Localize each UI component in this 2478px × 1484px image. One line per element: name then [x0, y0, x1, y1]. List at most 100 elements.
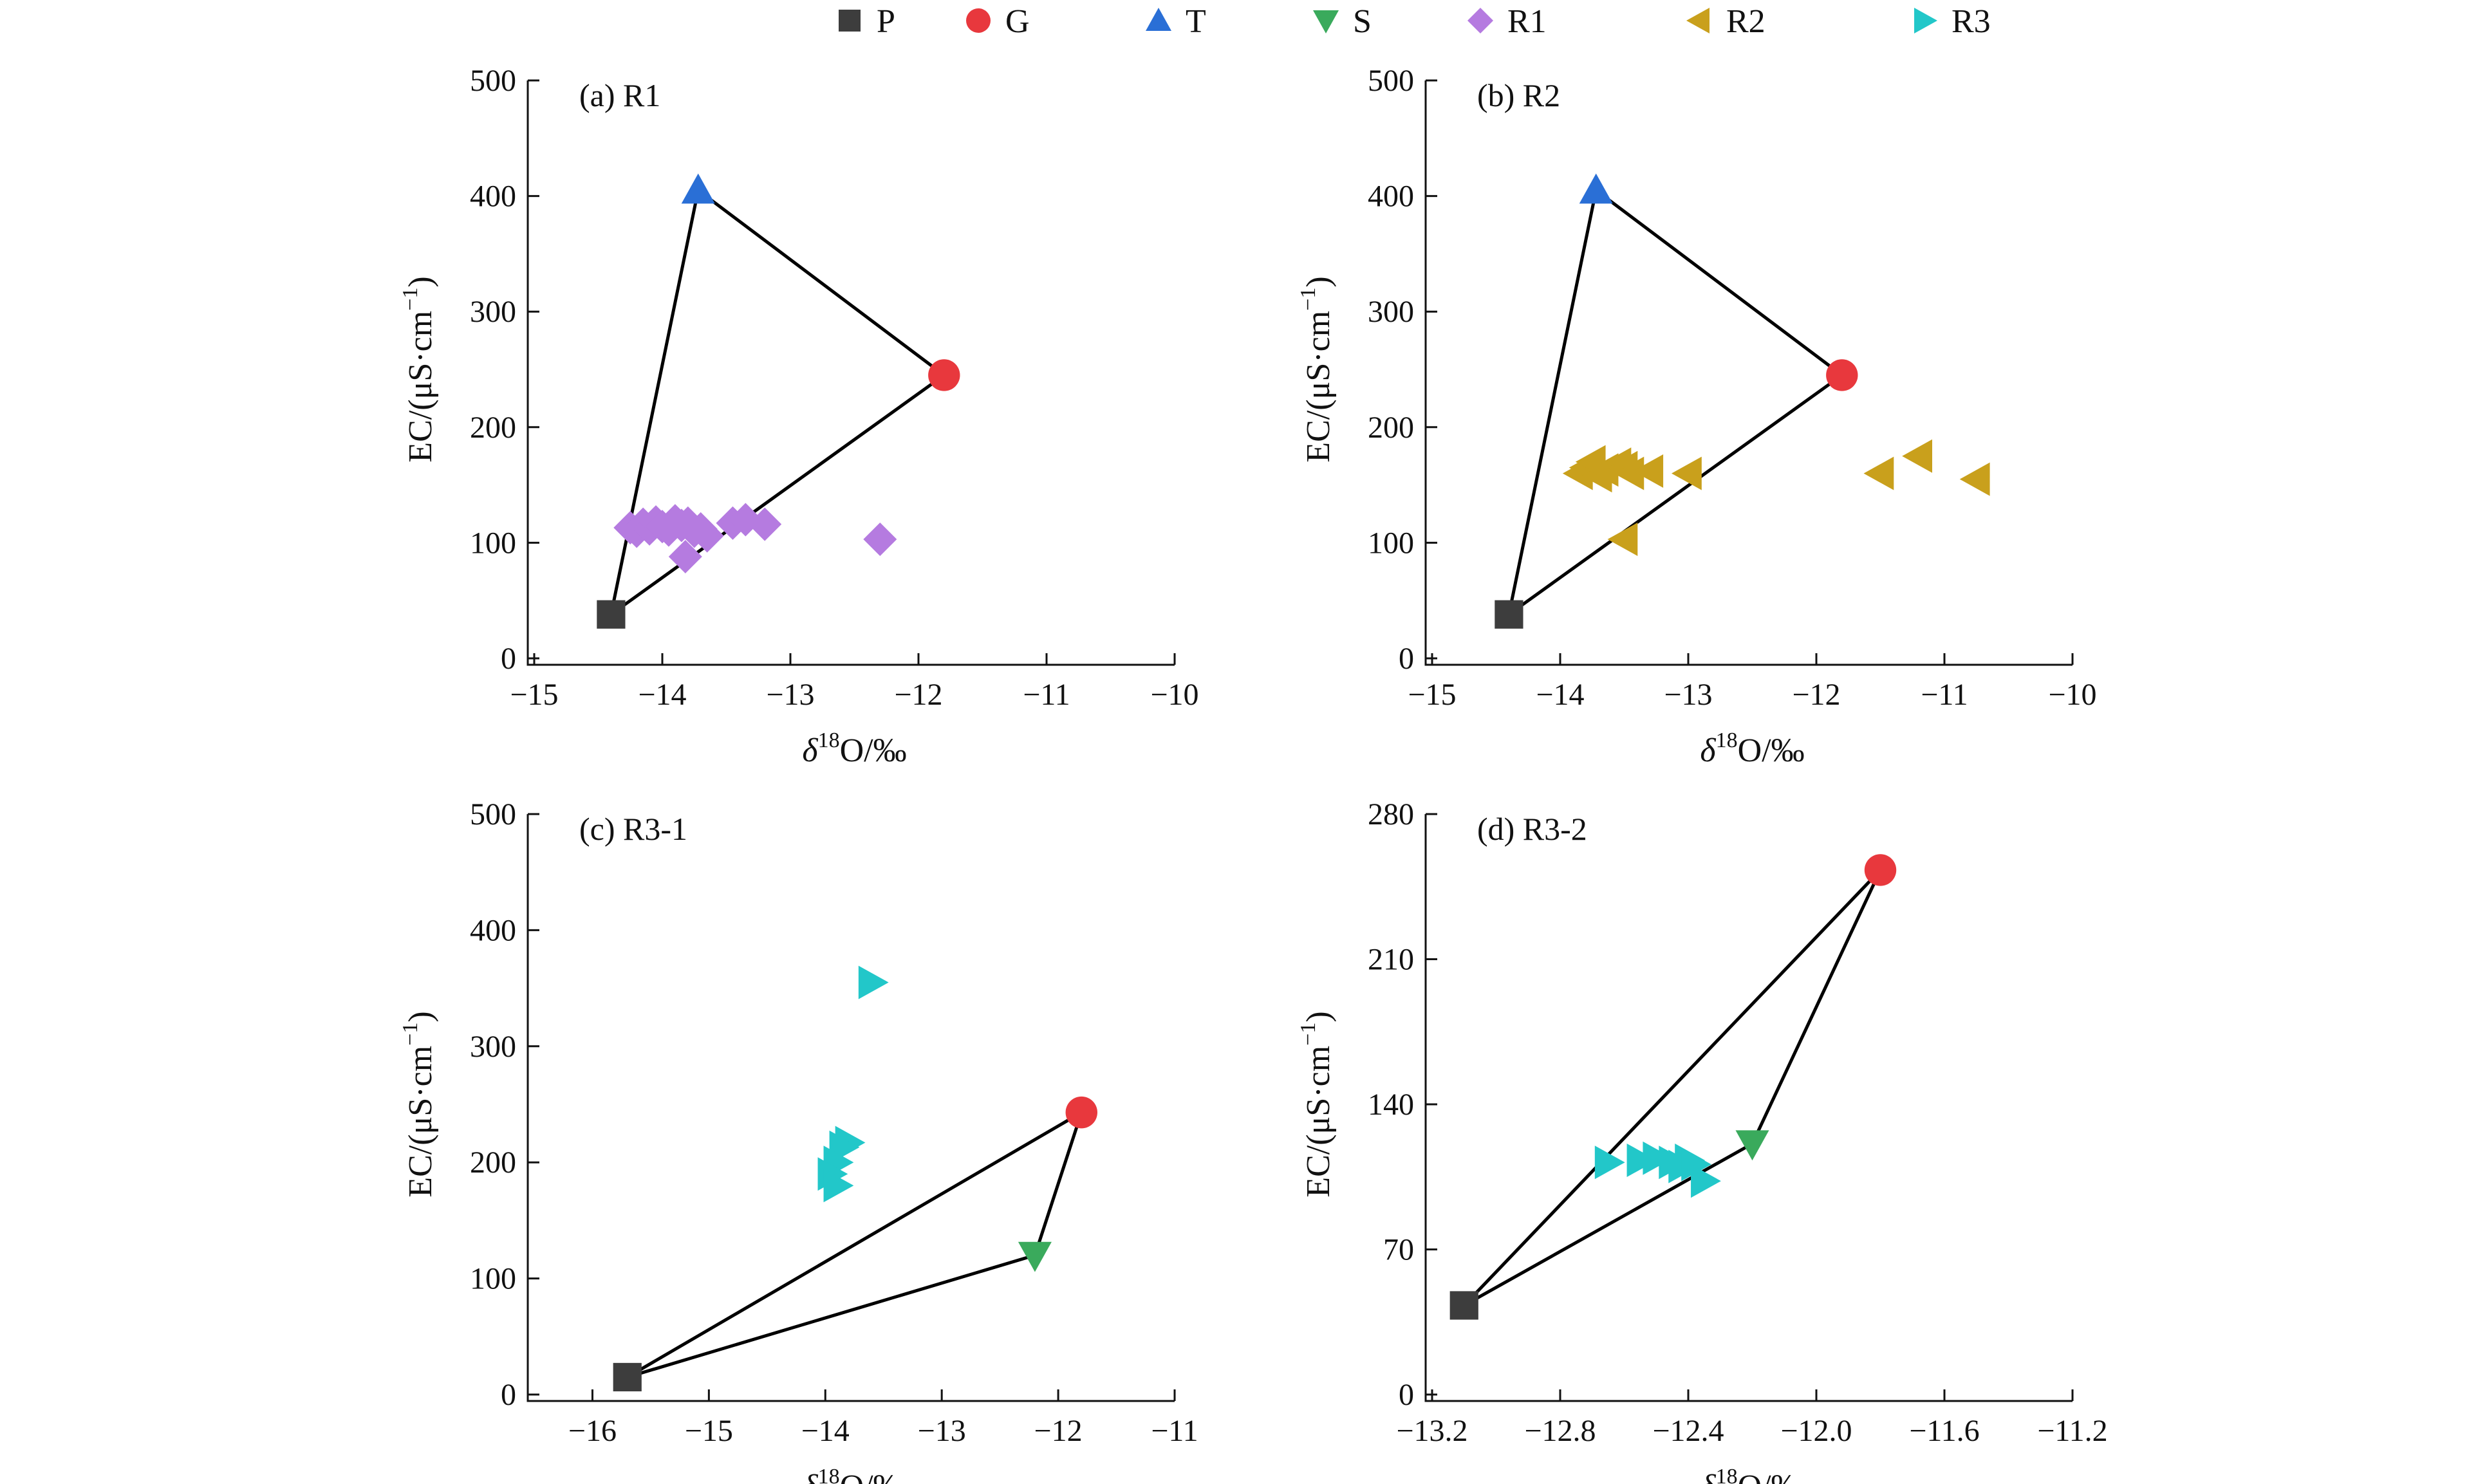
y-tick-label: 300	[470, 295, 516, 329]
y-tick-label: 200	[470, 1145, 516, 1180]
series-r1	[613, 503, 897, 573]
y-tick-label: 100	[470, 526, 516, 560]
point-t	[1579, 173, 1613, 204]
x-tick-label: −13	[766, 678, 814, 712]
y-axis-title: EC/(μS·cm−1)	[1296, 276, 1337, 462]
x-tick-label: −12.0	[1780, 1414, 1852, 1448]
series-r3	[817, 965, 889, 1203]
point-r2	[1672, 456, 1702, 490]
panel-c: 0 100 200 300 400 500 −16 −15 −14 −13 −12 −11 δ18O/‰…	[398, 797, 1198, 1484]
point-p	[597, 600, 626, 629]
x-tick-label: −11	[1023, 678, 1070, 712]
x-tick-label: −13.2	[1396, 1414, 1467, 1448]
y-tick-label: 400	[470, 180, 516, 214]
point-r1	[690, 519, 724, 553]
legend-item-r3: R3	[1914, 3, 1991, 40]
legend-item-r2: R2	[1686, 3, 1765, 40]
panel-label: (b) R2	[1477, 77, 1560, 113]
x-tick-label: −12	[1034, 1414, 1083, 1448]
axes-frame	[526, 814, 1175, 1402]
legend-item-r1: R1	[1467, 3, 1547, 40]
point-r3	[1594, 1145, 1625, 1180]
mixing-polygon	[1507, 187, 1845, 616]
mixing-polygon	[626, 1109, 1085, 1379]
legend-marker-r2	[1686, 8, 1709, 33]
x-axis-title: δ18O/‰	[1700, 728, 1804, 769]
x-tick-label: −10	[1150, 678, 1198, 712]
x-tick-label: −15	[510, 678, 558, 712]
panel-d: 0 70 140 210 280 −13.2 −12.8 −12.4 −12.0 −11.6 −11…	[1296, 797, 2108, 1484]
legend-marker-s	[1313, 10, 1339, 33]
legend-item-t: T	[1146, 3, 1206, 40]
axes-frame	[1424, 814, 2073, 1402]
mixing-polygon	[609, 187, 947, 616]
legend-marker-g	[966, 8, 991, 33]
y-tick-label: 280	[1368, 797, 1414, 831]
x-axis-title: δ18O/‰	[1700, 1465, 1804, 1484]
y-tick-label: 210	[1368, 943, 1414, 977]
series-p	[1495, 600, 1523, 629]
legend-label: S	[1353, 3, 1372, 40]
x-tick-label: −12.8	[1524, 1414, 1596, 1448]
series-g	[1864, 854, 1897, 886]
y-axis-title: EC/(μS·cm−1)	[398, 276, 439, 462]
x-tick-label: −11.6	[1909, 1414, 1979, 1448]
x-tick-label: −11	[1921, 678, 1968, 712]
y-tick-label: 0	[1399, 642, 1414, 676]
point-t	[681, 173, 715, 204]
series-g	[1826, 359, 1858, 391]
y-tick-label: 0	[501, 642, 516, 676]
series-g	[1065, 1096, 1097, 1129]
series-s	[1018, 1241, 1052, 1272]
series-s	[1735, 1130, 1769, 1161]
y-tick-label: 100	[470, 1262, 516, 1296]
axes-frame	[526, 80, 1175, 666]
series-p	[1449, 1291, 1478, 1320]
y-tick-label: 0	[1399, 1378, 1414, 1412]
legend-label: R2	[1726, 3, 1765, 40]
legend-marker-r1	[1467, 8, 1493, 33]
legend-item-g: G	[966, 3, 1030, 40]
x-axis-title: δ18O/‰	[802, 728, 906, 769]
y-axis-title: EC/(μS·cm−1)	[398, 1011, 439, 1197]
series-r2	[1562, 439, 1990, 557]
point-p	[1495, 600, 1523, 629]
point-r3	[858, 965, 889, 999]
point-s	[1735, 1130, 1769, 1161]
x-tick-label: −13	[1664, 678, 1712, 712]
x-tick-label: −14	[1536, 678, 1584, 712]
x-tick-label: −11	[1151, 1414, 1198, 1448]
legend-item-s: S	[1313, 3, 1372, 40]
point-r1	[748, 507, 782, 541]
y-tick-label: 400	[470, 913, 516, 947]
point-r1	[668, 539, 702, 573]
legend-item-p: P	[839, 3, 895, 40]
legend-marker-r3	[1914, 8, 1937, 33]
point-r3	[1626, 1143, 1657, 1177]
point-r3	[823, 1169, 854, 1203]
x-tick-label: −14	[638, 678, 686, 712]
x-tick-label: −13	[918, 1414, 966, 1448]
point-r2	[1959, 462, 1990, 496]
panel-label: (a) R1	[579, 77, 660, 113]
series-r3	[1594, 1141, 1721, 1198]
legend-label: T	[1186, 3, 1206, 40]
point-r2	[1607, 523, 1638, 557]
x-tick-label: −15	[1408, 678, 1456, 712]
series-g	[928, 359, 960, 391]
y-tick-label: 500	[1368, 64, 1414, 98]
series-t	[681, 173, 715, 204]
point-r1	[863, 523, 897, 557]
point-s	[1018, 1241, 1052, 1272]
legend-label: P	[877, 3, 895, 40]
series-p	[597, 600, 626, 629]
point-g	[1826, 359, 1858, 391]
point-r3	[1691, 1164, 1721, 1198]
point-g	[1864, 854, 1897, 886]
legend-label: G	[1005, 3, 1030, 40]
point-p	[1449, 1291, 1478, 1320]
series-p	[613, 1362, 642, 1392]
legend-marker-p	[839, 10, 861, 32]
axes-frame	[1424, 80, 2073, 666]
